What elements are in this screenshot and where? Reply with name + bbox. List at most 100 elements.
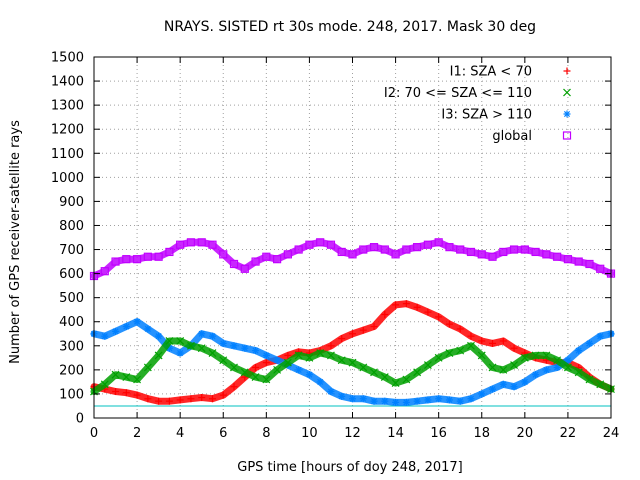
data-point bbox=[434, 353, 443, 362]
data-point bbox=[348, 250, 357, 259]
y-tick-label: 800 bbox=[59, 219, 84, 234]
y-tick-label: 700 bbox=[59, 243, 84, 258]
legend-marker bbox=[563, 88, 571, 97]
data-point bbox=[165, 397, 173, 405]
data-point bbox=[434, 238, 443, 247]
data-point bbox=[122, 373, 131, 382]
data-point bbox=[532, 371, 540, 379]
y-tick-label: 1400 bbox=[51, 75, 84, 90]
data-point bbox=[155, 332, 163, 340]
data-point bbox=[489, 339, 497, 347]
data-point bbox=[477, 351, 486, 360]
data-point bbox=[219, 250, 228, 259]
data-point bbox=[111, 257, 120, 266]
y-tick-label: 1000 bbox=[51, 171, 84, 186]
data-point bbox=[143, 252, 152, 261]
data-point bbox=[413, 397, 421, 405]
data-point bbox=[112, 388, 120, 396]
data-point bbox=[478, 390, 486, 398]
legend-label: I1: SZA < 70 bbox=[450, 65, 532, 80]
data-point bbox=[326, 240, 336, 249]
data-point bbox=[381, 397, 389, 405]
chart-title: NRAYS. SISTED rt 30s mode. 248, 2017. Ma… bbox=[164, 19, 536, 35]
x-tick-label: 0 bbox=[90, 426, 98, 441]
data-point bbox=[143, 363, 152, 372]
y-tick-label: 500 bbox=[59, 291, 84, 306]
data-point bbox=[380, 373, 389, 382]
x-tick-label: 6 bbox=[219, 426, 227, 441]
data-point bbox=[273, 255, 282, 264]
data-point bbox=[176, 240, 185, 249]
data-point bbox=[111, 370, 120, 379]
legend: I1: SZA < 70 I2: 70 <= SZA <= 110 I3: SZA … bbox=[384, 65, 572, 144]
data-point bbox=[176, 396, 184, 404]
data-point bbox=[542, 351, 551, 360]
data-point bbox=[510, 361, 518, 369]
data-point bbox=[262, 252, 271, 261]
data-point bbox=[423, 240, 432, 249]
y-tick-label: 600 bbox=[59, 267, 84, 282]
legend-label: I3: SZA > 110 bbox=[441, 108, 532, 123]
data-point bbox=[380, 245, 389, 254]
data-point bbox=[424, 396, 432, 404]
x-tick-label: 8 bbox=[262, 426, 270, 441]
data-series bbox=[89, 238, 616, 406]
data-point bbox=[230, 383, 238, 391]
data-point bbox=[359, 326, 367, 334]
data-point bbox=[424, 308, 432, 316]
data-point bbox=[338, 335, 346, 343]
data-point bbox=[176, 349, 184, 357]
y-tick-label: 0 bbox=[76, 412, 84, 427]
data-point bbox=[176, 337, 185, 345]
data-point bbox=[466, 247, 476, 257]
data-point bbox=[531, 247, 540, 257]
x-tick-label: 24 bbox=[603, 426, 620, 441]
y-tick-label: 1100 bbox=[51, 147, 84, 162]
data-point bbox=[112, 327, 120, 335]
data-point bbox=[435, 313, 443, 321]
data-point bbox=[349, 395, 356, 403]
data-point bbox=[359, 363, 368, 372]
data-point bbox=[154, 351, 163, 360]
data-point bbox=[251, 373, 260, 382]
data-point bbox=[542, 366, 550, 374]
data-point bbox=[155, 397, 163, 405]
legend-label: I2: 70 <= SZA <= 110 bbox=[384, 86, 532, 101]
data-point bbox=[402, 245, 411, 254]
data-point bbox=[402, 398, 410, 406]
data-point bbox=[381, 311, 389, 319]
data-point bbox=[521, 378, 529, 386]
data-point bbox=[122, 323, 130, 331]
data-point bbox=[445, 320, 453, 328]
data-point bbox=[456, 245, 465, 254]
axis-ticks: 0 2 4 6 8 10 12 14 16 18 20 22 240100200300400500600… bbox=[51, 51, 619, 442]
data-point bbox=[489, 385, 497, 393]
data-point bbox=[435, 395, 443, 403]
data-point bbox=[520, 353, 529, 362]
legend-label: global bbox=[492, 129, 532, 144]
data-point bbox=[445, 243, 454, 252]
data-point bbox=[445, 349, 454, 357]
x-tick-label: 22 bbox=[560, 426, 577, 441]
data-point bbox=[219, 356, 228, 365]
data-point bbox=[478, 337, 486, 345]
data-point bbox=[510, 344, 518, 352]
data-point bbox=[251, 257, 260, 266]
data-point bbox=[553, 252, 562, 261]
data-point bbox=[369, 243, 379, 252]
legend-marker bbox=[563, 110, 571, 118]
legend-marker bbox=[562, 131, 572, 140]
y-tick-label: 200 bbox=[59, 363, 84, 378]
data-point bbox=[100, 267, 109, 276]
data-point bbox=[574, 368, 583, 377]
data-point bbox=[273, 365, 282, 374]
data-point bbox=[338, 392, 346, 400]
data-point bbox=[262, 351, 270, 359]
data-point bbox=[144, 395, 152, 403]
data-point bbox=[240, 368, 249, 377]
data-point bbox=[144, 325, 152, 333]
data-point bbox=[349, 330, 356, 338]
data-point bbox=[198, 330, 206, 338]
data-point bbox=[219, 339, 227, 347]
data-point bbox=[413, 368, 422, 377]
